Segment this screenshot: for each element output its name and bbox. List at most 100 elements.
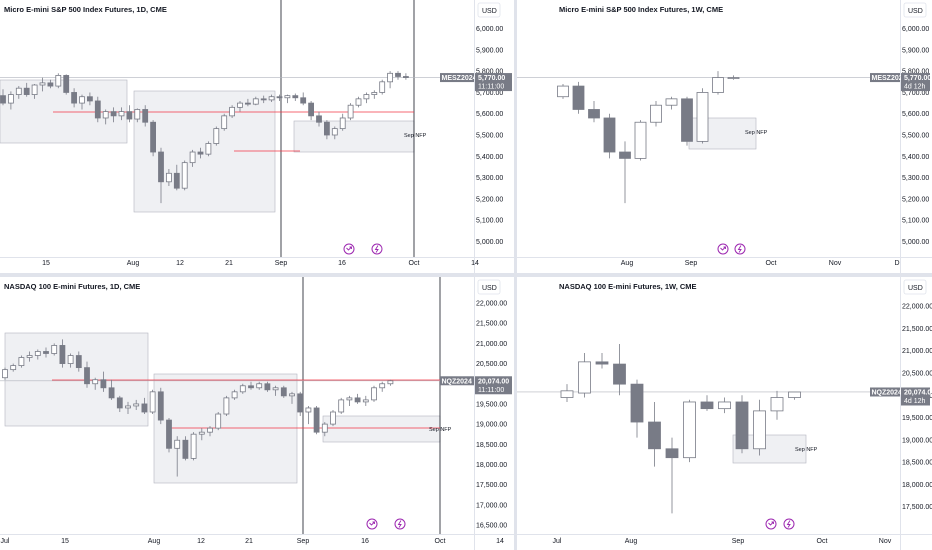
candle bbox=[55, 73, 62, 89]
currency-label: USD bbox=[908, 285, 923, 292]
dividend-event-icon[interactable] bbox=[765, 518, 777, 530]
candle-body-up bbox=[560, 390, 574, 398]
candle bbox=[198, 428, 205, 441]
candle bbox=[94, 96, 101, 123]
candle-body-down bbox=[613, 363, 626, 385]
candle bbox=[133, 399, 140, 410]
range-box[interactable] bbox=[293, 120, 415, 153]
chart-pane-mes-weekly[interactable]: Sep NFP 6,000.00 5,900.00 5,800.00 5,700.00 5… bbox=[517, 0, 932, 273]
candle-body-up bbox=[683, 401, 696, 459]
title-backdrop bbox=[0, 277, 250, 291]
candle bbox=[683, 399, 696, 463]
candle-body-down bbox=[158, 151, 164, 183]
candle bbox=[557, 83, 569, 99]
candle bbox=[165, 169, 172, 187]
candle-body-down bbox=[297, 393, 304, 413]
price-axis-label: 21,500.00 bbox=[902, 326, 932, 333]
candle bbox=[59, 339, 66, 368]
time-axis-label: Sep bbox=[685, 260, 698, 267]
candle-body-up bbox=[231, 391, 238, 399]
candle bbox=[239, 383, 246, 394]
earnings-event-icon[interactable] bbox=[783, 518, 795, 530]
candle-body-down bbox=[681, 98, 693, 142]
dividend-event-icon[interactable] bbox=[366, 518, 378, 530]
dividend-event-icon[interactable] bbox=[717, 243, 729, 255]
range-box[interactable] bbox=[153, 373, 298, 484]
time-axis-label: Oct bbox=[409, 260, 420, 267]
candle bbox=[108, 379, 115, 400]
time-axis-label: Aug bbox=[621, 260, 634, 267]
candle-body-down bbox=[23, 87, 30, 95]
candle bbox=[354, 393, 361, 404]
candle bbox=[157, 387, 164, 425]
candle bbox=[149, 389, 156, 415]
chart-svg[interactable]: Sep NFP 6,000.00 5,900.00 5,800.00 5,700.00 5… bbox=[517, 0, 932, 273]
range-box[interactable] bbox=[322, 415, 441, 443]
range-box[interactable] bbox=[4, 332, 149, 427]
last-price-label: 20,074.00 bbox=[904, 389, 932, 396]
price-axis-label: 19,500.00 bbox=[476, 401, 507, 408]
candle bbox=[244, 98, 251, 107]
candle-body-up bbox=[252, 98, 259, 105]
candle bbox=[700, 395, 714, 411]
candle-body-down bbox=[292, 95, 299, 99]
candle bbox=[182, 436, 189, 461]
chart-svg[interactable]: Sep NFP 22,000.00 21,500.00 21,000.00 20,500… bbox=[0, 277, 514, 550]
symbol-tag bbox=[870, 73, 900, 83]
pane-splitter-horizontal[interactable] bbox=[0, 273, 932, 277]
title-backdrop bbox=[517, 277, 767, 291]
chart-svg[interactable]: Sep NFP 6,000.00 5,900.00 5,800.00 5,700.00 5… bbox=[0, 0, 514, 273]
candle bbox=[330, 409, 336, 427]
candle bbox=[316, 111, 322, 127]
candle bbox=[0, 89, 6, 106]
candle bbox=[79, 94, 85, 110]
candle bbox=[272, 385, 279, 396]
candle-body-up bbox=[272, 387, 279, 391]
price-axis-label: 5,400.00 bbox=[902, 154, 929, 161]
candle-body-down bbox=[63, 75, 70, 93]
candle bbox=[100, 371, 107, 392]
candle bbox=[371, 90, 378, 99]
earnings-event-icon[interactable] bbox=[394, 518, 406, 530]
currency-button[interactable] bbox=[903, 279, 927, 295]
symbol-tag-label: NQZ2024 bbox=[442, 378, 472, 385]
currency-button[interactable] bbox=[903, 2, 927, 18]
candle-body-down bbox=[630, 383, 644, 423]
chart-pane-mes-daily[interactable]: Sep NFP 6,000.00 5,900.00 5,800.00 5,700.00 5… bbox=[0, 0, 514, 273]
candle-body-up bbox=[338, 399, 345, 413]
earnings-event-icon[interactable] bbox=[734, 243, 746, 255]
candle-body-down bbox=[59, 345, 66, 364]
time-axis-label: 14 bbox=[471, 260, 479, 267]
chart-pane-nq-weekly[interactable]: Sep NFP 22,000.00 21,500.00 21,000.00 20,500… bbox=[517, 277, 932, 550]
currency-button[interactable] bbox=[477, 2, 501, 18]
range-box[interactable] bbox=[133, 90, 276, 213]
chart-pane-nq-daily[interactable]: Sep NFP 22,000.00 21,500.00 21,000.00 20,500… bbox=[0, 277, 514, 550]
chart-svg[interactable]: Sep NFP 22,000.00 21,500.00 21,000.00 20,500… bbox=[517, 277, 932, 550]
candle-body-up bbox=[229, 106, 236, 117]
candle bbox=[339, 113, 346, 131]
candle-body-up bbox=[362, 399, 369, 403]
price-axis-label: 19,000.00 bbox=[476, 422, 507, 429]
candle bbox=[260, 95, 267, 104]
time-axis-label: D bbox=[894, 260, 899, 267]
candle-body-up bbox=[18, 357, 25, 367]
currency-button[interactable] bbox=[477, 279, 501, 295]
candle-body-up bbox=[330, 411, 336, 425]
annotation-label: Sep NFP bbox=[745, 130, 768, 136]
dividend-event-icon[interactable] bbox=[343, 243, 355, 255]
candle-body-up bbox=[331, 128, 338, 136]
candle bbox=[387, 379, 394, 386]
candle bbox=[308, 100, 315, 121]
price-axis-label: 5,100.00 bbox=[476, 218, 503, 225]
candle-body-up bbox=[305, 407, 312, 413]
time-axis-label: Nov bbox=[879, 538, 892, 545]
candle-body-down bbox=[108, 387, 115, 399]
candle-body-down bbox=[0, 95, 6, 104]
price-axis-label: 5,700.00 bbox=[902, 90, 929, 97]
price-axis-label: 5,000.00 bbox=[902, 239, 929, 246]
earnings-event-icon[interactable] bbox=[371, 243, 383, 255]
candle-body-down bbox=[300, 97, 307, 104]
candle bbox=[718, 397, 731, 414]
candle-body-up bbox=[165, 172, 172, 183]
price-axis-label: 5,400.00 bbox=[476, 154, 503, 161]
